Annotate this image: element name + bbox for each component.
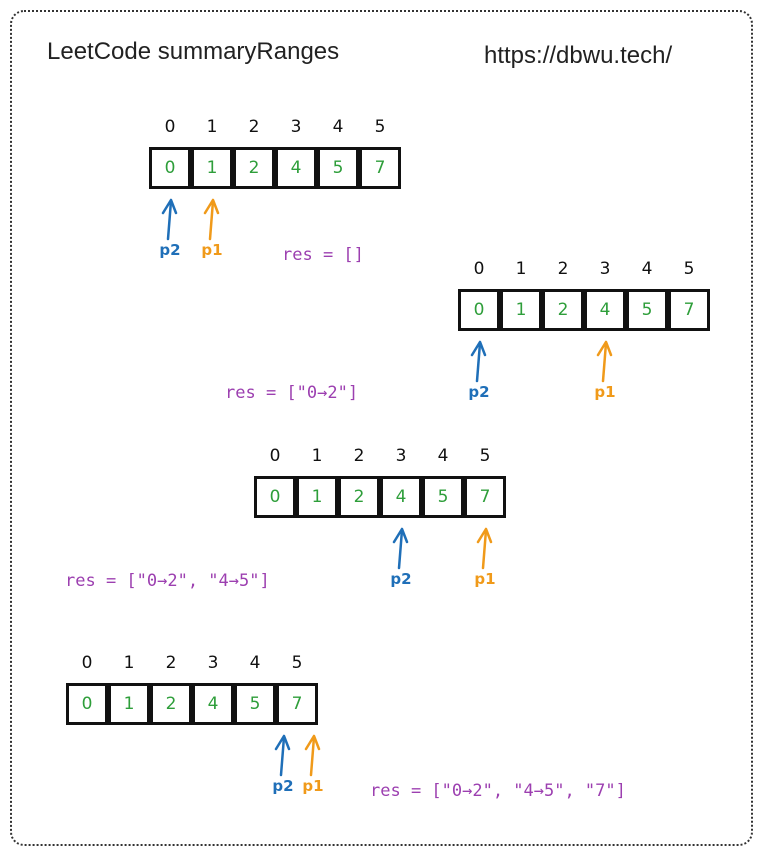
array-cell: 0	[66, 683, 108, 725]
array-cell: 5	[422, 476, 464, 518]
p2-pointer: p2	[155, 197, 185, 267]
result-step-3: res = ["0→2", "4→5"]	[65, 571, 270, 591]
index-label: 0	[473, 259, 485, 279]
index-label: 1	[515, 259, 527, 279]
p2-label: p2	[159, 241, 181, 259]
site-url: https://dbwu.tech/	[484, 42, 673, 69]
array-cell: 0	[149, 147, 191, 189]
index-label: 3	[395, 446, 407, 466]
index-label: 0	[164, 117, 176, 137]
index-label: 1	[311, 446, 323, 466]
p2-pointer: p2	[268, 733, 298, 803]
index-label: 5	[479, 446, 491, 466]
diagram-title: LeetCode summaryRanges	[47, 38, 340, 65]
index-label: 1	[206, 117, 218, 137]
arrow-up-icon	[476, 527, 493, 570]
array-cell: 7	[359, 147, 401, 189]
array-cell: 7	[668, 289, 710, 331]
array-cell: 1	[296, 476, 338, 518]
index-label: 3	[207, 653, 219, 673]
arrow-up-icon	[392, 527, 409, 570]
p2-pointer: p2	[464, 339, 494, 409]
array-cell: 5	[626, 289, 668, 331]
index-label: 3	[599, 259, 611, 279]
array-cell: 1	[500, 289, 542, 331]
index-label: 2	[557, 259, 569, 279]
array-cell: 2	[542, 289, 584, 331]
array-cell: 4	[275, 147, 317, 189]
array-cell: 4	[584, 289, 626, 331]
array-cell: 5	[317, 147, 359, 189]
p1-pointer: p1	[197, 197, 227, 267]
p2-label: p2	[468, 383, 490, 401]
index-label: 0	[269, 446, 281, 466]
array-cell: 1	[108, 683, 150, 725]
array-cell: 4	[380, 476, 422, 518]
array-cell: 2	[338, 476, 380, 518]
array-cell: 1	[191, 147, 233, 189]
index-label: 4	[437, 446, 449, 466]
arrow-up-icon	[596, 340, 613, 383]
array-cell: 5	[234, 683, 276, 725]
p2-pointer: p2	[386, 526, 416, 596]
index-label: 1	[123, 653, 135, 673]
p1-label: p1	[474, 570, 496, 588]
array-cell: 7	[464, 476, 506, 518]
result-step-4: res = ["0→2", "4→5", "7"]	[370, 781, 626, 801]
array-cell: 7	[276, 683, 318, 725]
index-label: 4	[641, 259, 653, 279]
p1-pointer: p1	[298, 733, 328, 803]
diagram-frame	[10, 10, 753, 846]
p1-label: p1	[594, 383, 616, 401]
p1-pointer: p1	[470, 526, 500, 596]
p2-label: p2	[272, 777, 294, 795]
index-label: 5	[683, 259, 695, 279]
arrow-up-icon	[161, 198, 178, 241]
p1-label: p1	[302, 777, 324, 795]
index-label: 2	[165, 653, 177, 673]
index-label: 5	[374, 117, 386, 137]
result-step-2: res = ["0→2"]	[225, 383, 359, 403]
index-label: 4	[249, 653, 261, 673]
array-cell: 0	[458, 289, 500, 331]
arrow-up-icon	[470, 340, 487, 383]
p1-pointer: p1	[590, 339, 620, 409]
array-cell: 0	[254, 476, 296, 518]
p2-label: p2	[390, 570, 412, 588]
arrow-up-icon	[274, 734, 291, 777]
array-cell: 2	[233, 147, 275, 189]
array-cell: 2	[150, 683, 192, 725]
arrow-up-icon	[304, 734, 321, 777]
index-label: 0	[81, 653, 93, 673]
arrow-up-icon	[203, 198, 220, 241]
index-label: 2	[353, 446, 365, 466]
index-label: 5	[291, 653, 303, 673]
array-cell: 4	[192, 683, 234, 725]
index-label: 3	[290, 117, 302, 137]
p1-label: p1	[201, 241, 223, 259]
index-label: 2	[248, 117, 260, 137]
result-step-1: res = []	[282, 245, 364, 265]
index-label: 4	[332, 117, 344, 137]
